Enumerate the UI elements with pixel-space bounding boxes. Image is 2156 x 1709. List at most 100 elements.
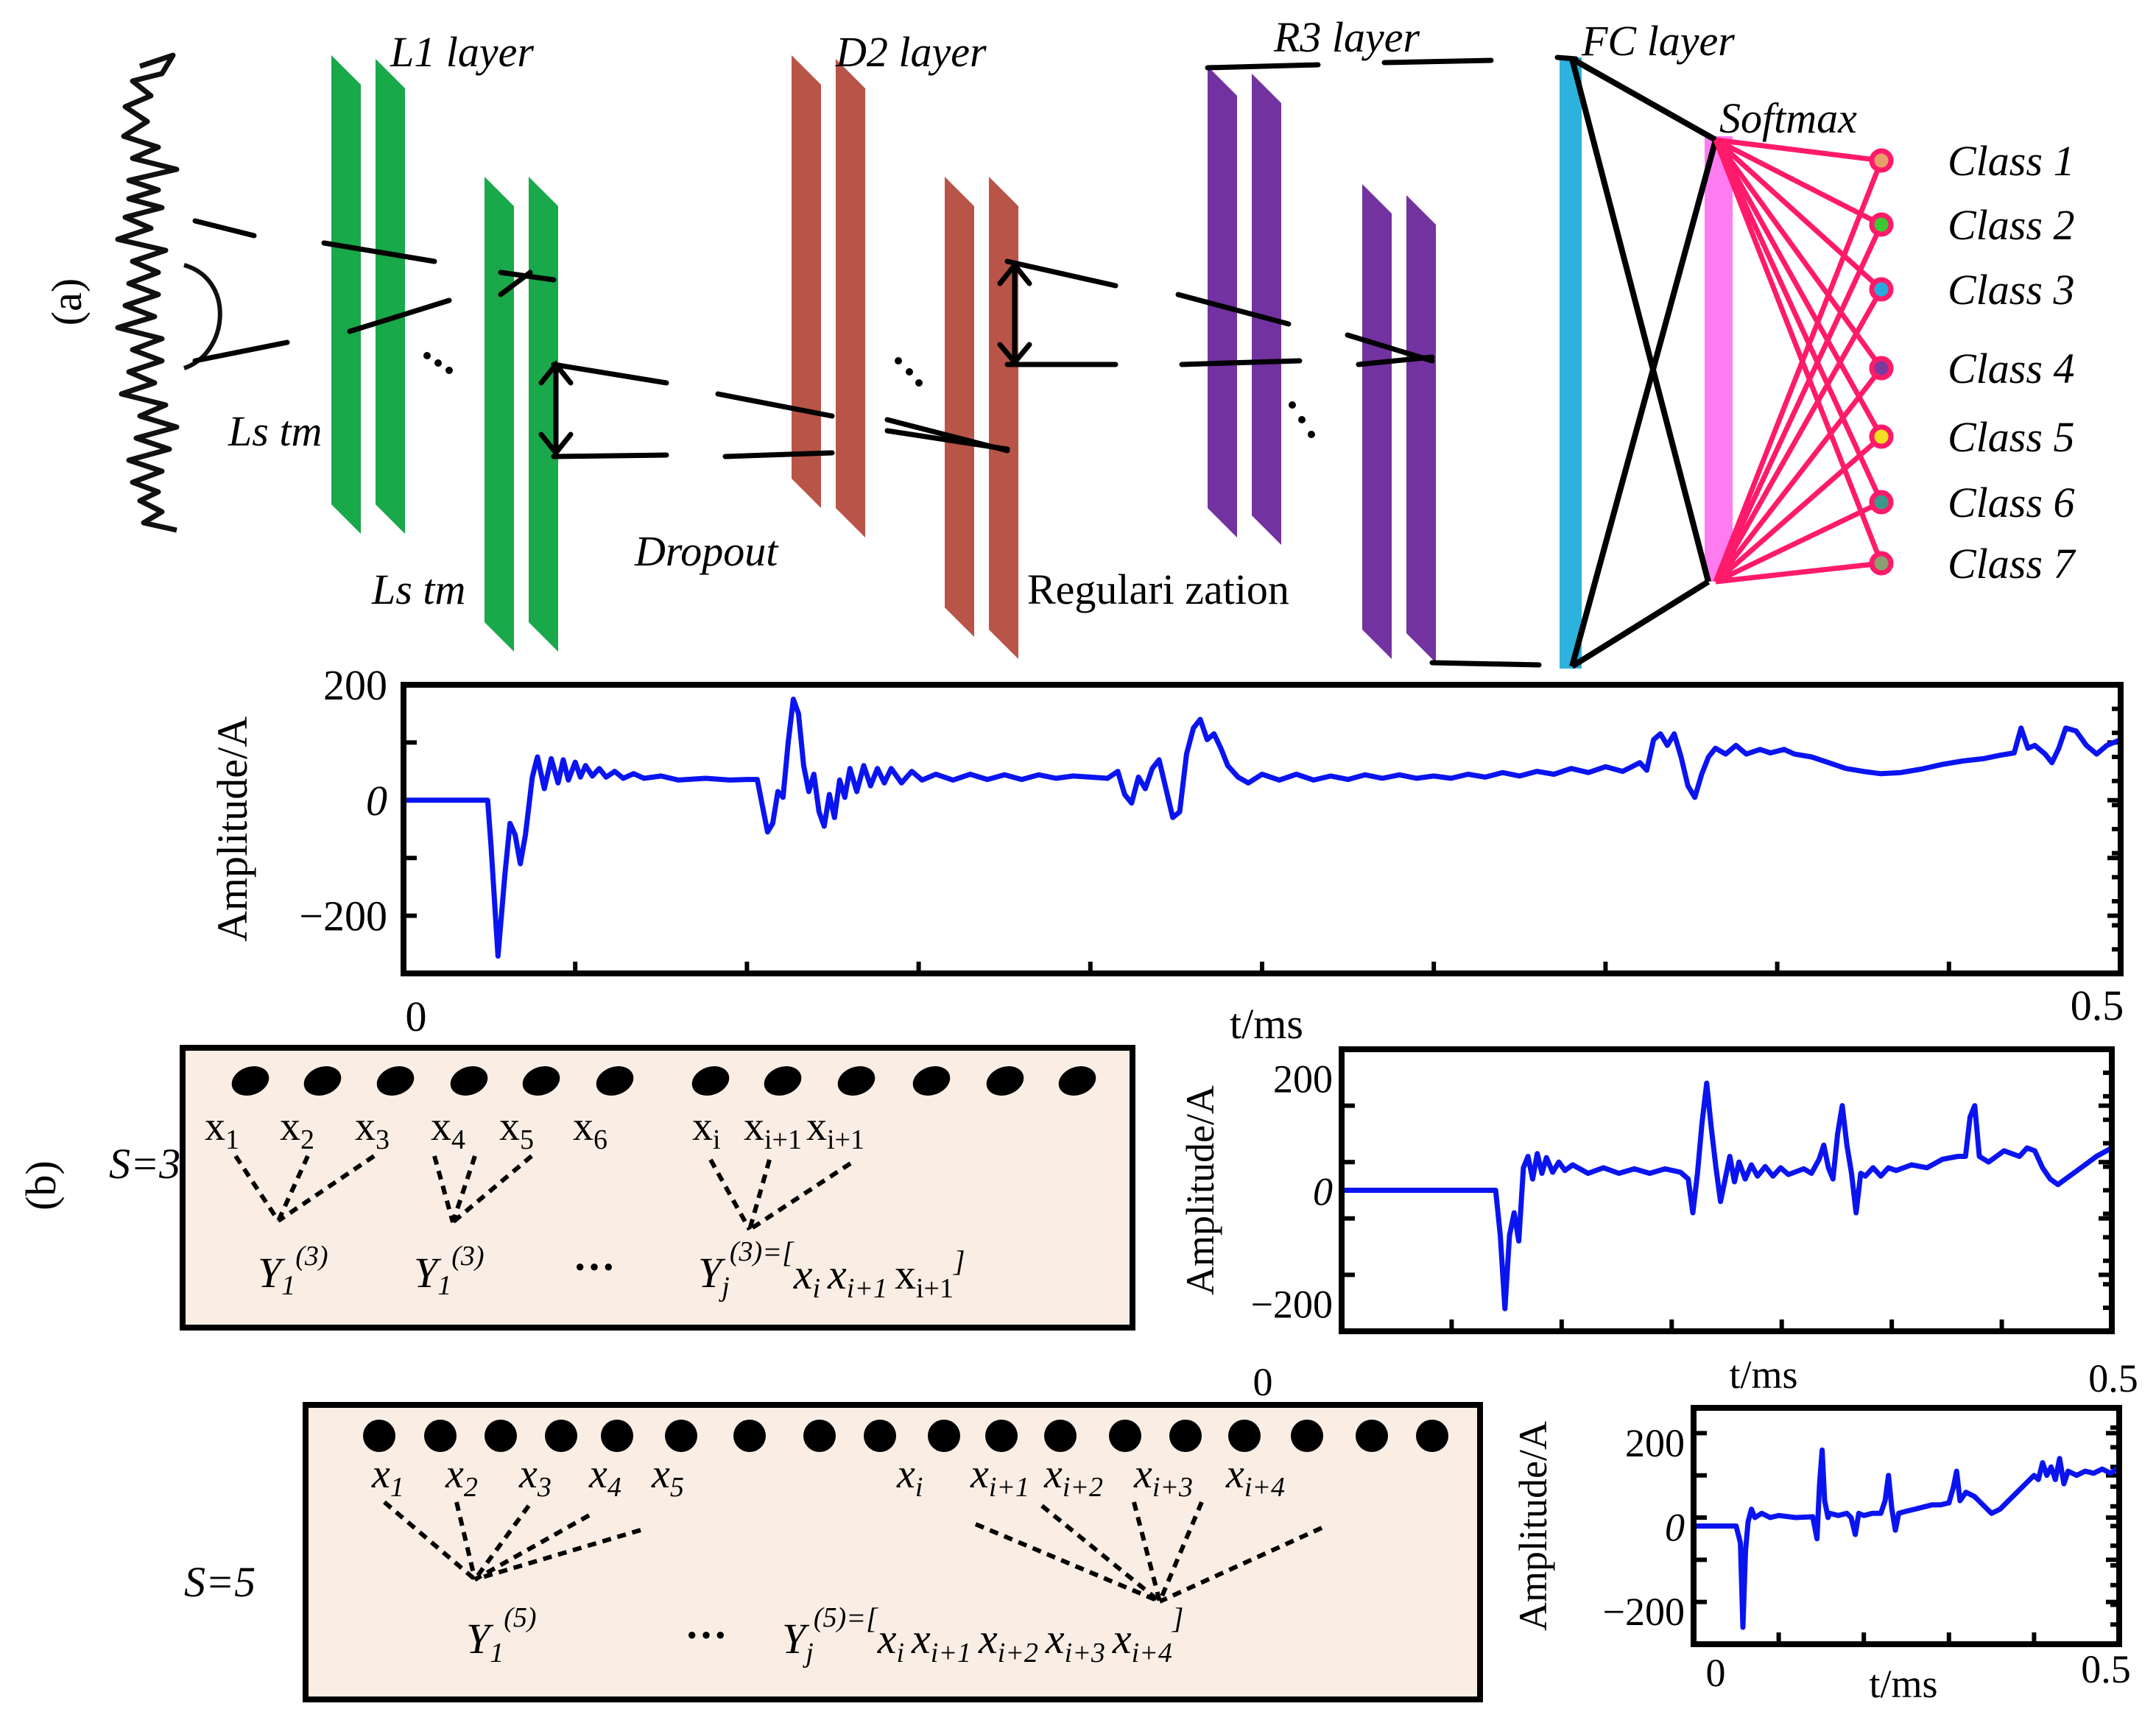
s3-box: x1 x2 x3 x4 x5 x6 xi xi+1 xi+1 Y1(3) Y1(3) ··· Y… bbox=[109, 1045, 1135, 1331]
s5-input-labels: x1 x2 x3 x4 x5 xi xi+1 xi+2 xi+3 xi+4 bbox=[371, 1451, 1285, 1503]
panel-a: (a) bbox=[43, 13, 2076, 669]
s5-sample-point bbox=[1228, 1420, 1261, 1452]
lstm-label-1: Ls tm bbox=[228, 407, 322, 455]
s5-amplitude-chart: 200 0 −200 0 0.5 t/ms Amplitude/A bbox=[1511, 1405, 2131, 1706]
dropout-bar bbox=[792, 55, 821, 508]
s5-input-label: x4 bbox=[588, 1451, 621, 1503]
s3-input-label: xi bbox=[692, 1104, 721, 1155]
main-plot-frame bbox=[401, 682, 2124, 976]
lstm-layer-1 bbox=[331, 55, 558, 652]
s5-sample-point bbox=[1044, 1420, 1077, 1452]
s3-plot-frame bbox=[1339, 1046, 2115, 1334]
regularization-bar bbox=[1406, 195, 1436, 663]
class-node-2 bbox=[1869, 212, 1894, 237]
lstm-bar bbox=[529, 177, 558, 652]
s3-input-labels: x1 x2 x3 x4 x5 x6 xi xi+1 xi+1 bbox=[205, 1104, 864, 1155]
s3-y-tick-label: 200 bbox=[1273, 1057, 1333, 1101]
main-series-current bbox=[404, 697, 2124, 959]
class-label-2: Class 2 bbox=[1948, 201, 2074, 249]
s3-amplitude-chart: 200 0 −200 0 0.5 t/ms Amplitude/A bbox=[1178, 1046, 2138, 1404]
s3-sample-point bbox=[986, 1066, 1024, 1096]
s5-label: S=5 bbox=[184, 1558, 256, 1606]
s5-sample-point bbox=[803, 1420, 836, 1452]
class-label-1: Class 1 bbox=[1948, 137, 2074, 185]
regularization-bar bbox=[1252, 74, 1281, 545]
s3-y-axis-label: Amplitude/A bbox=[1178, 1085, 1222, 1295]
s3-box-frame bbox=[180, 1045, 1135, 1331]
dropout-bar bbox=[989, 177, 1018, 659]
s5-box-frame bbox=[303, 1402, 1483, 1702]
s5-input-label: x3 bbox=[518, 1451, 552, 1503]
s5-sample-point bbox=[733, 1420, 766, 1452]
s5-input-label: x2 bbox=[445, 1451, 478, 1503]
class-node-5 bbox=[1869, 424, 1894, 449]
s5-sample-point bbox=[545, 1420, 577, 1452]
class-label-7: Class 7 bbox=[1948, 540, 2076, 588]
s5-sample-point bbox=[1169, 1420, 1202, 1452]
main-y-tick-label: 0 bbox=[366, 777, 387, 825]
panel-b-label: (b) bbox=[17, 1160, 65, 1211]
s5-y-axis-label: Amplitude/A bbox=[1511, 1421, 1555, 1631]
s5-sample-points bbox=[363, 1420, 1448, 1452]
s5-yj-formula: Yj(5)=[xi xi+1 xi+2 xi+3 xi+4] bbox=[782, 1601, 1183, 1669]
input-signal-scribble bbox=[115, 52, 180, 533]
class-node-4 bbox=[1869, 356, 1894, 381]
class-connection-line bbox=[1713, 288, 1884, 583]
lstm-bar bbox=[485, 177, 514, 652]
s3-sample-point bbox=[303, 1066, 342, 1096]
regularization-bar bbox=[1362, 184, 1392, 659]
s3-x-tick-label: 0.5 bbox=[2088, 1356, 2138, 1400]
main-y-tick-label: −200 bbox=[299, 892, 387, 940]
s5-y-tick-label: 200 bbox=[1625, 1421, 1685, 1465]
s5-input-label: xi+3 bbox=[1133, 1451, 1193, 1503]
main-x-tick-label: 0 bbox=[406, 993, 427, 1040]
s3-x-tick-label: 0 bbox=[1253, 1360, 1273, 1404]
s5-box: x1 x2 x3 x4 x5 xi xi+1 xi+2 xi+3 xi+4 Y1(5) ··· Y… bbox=[184, 1402, 1483, 1702]
s5-dashed-links bbox=[383, 1500, 1323, 1604]
s5-sample-point bbox=[1291, 1420, 1323, 1452]
class-node-3 bbox=[1869, 277, 1894, 302]
class-node-1 bbox=[1869, 148, 1894, 173]
s3-y-tick-label: −200 bbox=[1251, 1283, 1333, 1327]
class-connection-line bbox=[1713, 138, 1884, 565]
s3-series-current bbox=[1342, 1080, 2115, 1311]
s5-input-label: x5 bbox=[651, 1451, 684, 1503]
main-amplitude-chart: 200 0 −200 0 0.5 t/ms Amplitude/A bbox=[208, 661, 2124, 1048]
softmax-label: Softmax bbox=[1719, 94, 1857, 142]
s3-y1a: Y1(3) bbox=[258, 1241, 328, 1301]
s5-input-label: xi+2 bbox=[1043, 1451, 1103, 1503]
s3-sample-point bbox=[837, 1066, 876, 1096]
s5-sample-point bbox=[601, 1420, 633, 1452]
s5-plot-frame bbox=[1691, 1405, 2122, 1647]
s3-sample-points bbox=[231, 1066, 1096, 1096]
s5-sample-point bbox=[363, 1420, 395, 1452]
main-y-axis-label: Amplitude/A bbox=[208, 716, 256, 942]
s3-ellipsis: ··· bbox=[573, 1243, 616, 1291]
class-connection-line bbox=[1713, 138, 1884, 292]
s3-sample-point bbox=[231, 1066, 270, 1096]
s3-sample-point bbox=[912, 1066, 951, 1096]
dropout-bar bbox=[945, 177, 974, 637]
class-connection-line bbox=[1715, 137, 1882, 163]
s3-y1b: Y1(3) bbox=[414, 1241, 485, 1301]
s3-input-label: x4 bbox=[431, 1104, 465, 1155]
s3-input-label: xi+1 bbox=[744, 1104, 802, 1155]
l1-layer-label: L1 layer bbox=[390, 28, 534, 76]
s3-dashed-links bbox=[233, 1154, 852, 1232]
s5-input-label: xi+1 bbox=[970, 1451, 1029, 1503]
s5-y1: Y1(5) bbox=[466, 1602, 537, 1669]
s3-input-label: x5 bbox=[499, 1104, 534, 1155]
class-label-6: Class 6 bbox=[1948, 479, 2074, 526]
class-connection-line bbox=[1713, 223, 1884, 583]
main-x-tick-label: 0.5 bbox=[2071, 982, 2124, 1029]
lstm-bar bbox=[376, 59, 405, 534]
class-label-4: Class 4 bbox=[1948, 345, 2074, 392]
s3-input-label: x3 bbox=[355, 1104, 390, 1155]
class-connection-line bbox=[1713, 434, 1884, 584]
s3-input-label: x6 bbox=[573, 1104, 607, 1155]
s3-sample-point bbox=[764, 1066, 802, 1096]
s3-label: S=3 bbox=[109, 1140, 180, 1188]
connector-lines bbox=[192, 54, 1579, 668]
s5-sample-point bbox=[1109, 1420, 1141, 1452]
